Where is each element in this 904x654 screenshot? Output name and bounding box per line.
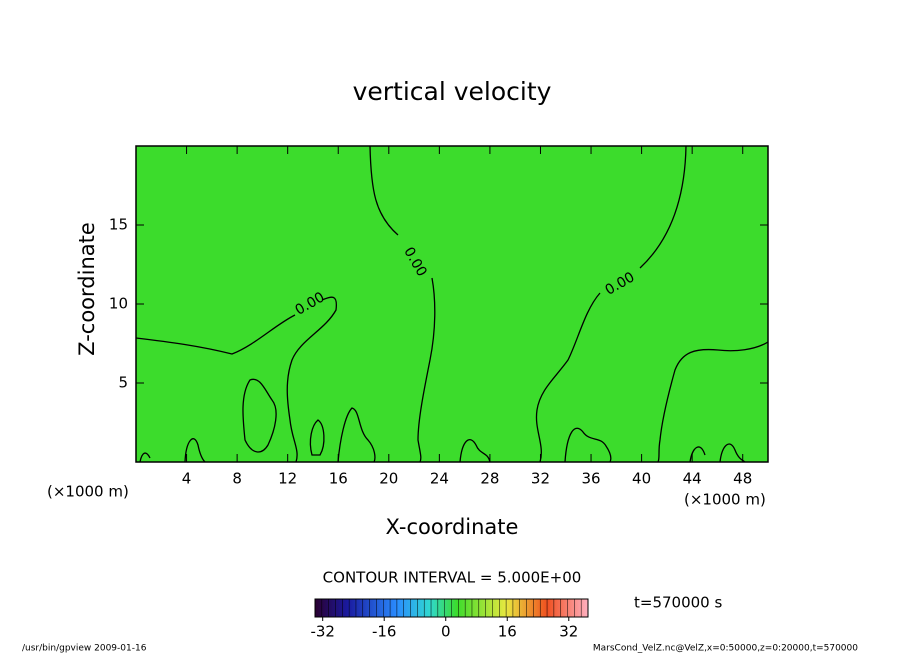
x-unit-label: (×1000 m) xyxy=(47,483,129,501)
x-tick-label: 16 xyxy=(329,470,348,488)
field xyxy=(136,146,768,462)
colorbar-tick-label: 16 xyxy=(498,623,517,641)
contour-line xyxy=(136,296,338,462)
x-tick-label: 4 xyxy=(182,470,192,488)
x-tick-label: 36 xyxy=(581,470,600,488)
x-axis-label: X-coordinate xyxy=(386,515,519,539)
x-tick-label: 44 xyxy=(683,470,702,488)
colorbar-tick-label: 0 xyxy=(441,623,451,641)
x-tick-label: 12 xyxy=(278,470,297,488)
x-tick-label: 24 xyxy=(430,470,449,488)
x-tick-label: 40 xyxy=(632,470,651,488)
y-tick-label: 10 xyxy=(109,295,128,313)
contour-line xyxy=(657,341,768,462)
time-label: t=570000 s xyxy=(634,594,722,612)
x-tick-label: 8 xyxy=(232,470,242,488)
x-tick-label: 20 xyxy=(379,470,398,488)
y-tick-label: 5 xyxy=(118,374,128,392)
chart-title: vertical velocity xyxy=(353,77,552,106)
contour-line xyxy=(309,419,325,456)
contour-line xyxy=(139,427,746,462)
contour-line xyxy=(337,407,376,462)
x-tick-label: 28 xyxy=(480,470,499,488)
x-tick-label: 48 xyxy=(733,470,752,488)
y-axis-label: Z-coordinate xyxy=(75,222,99,356)
footer-left: /usr/bin/gpview 2009-01-16 xyxy=(22,644,147,654)
contour-line xyxy=(242,378,277,453)
contours xyxy=(136,146,768,462)
contour-line xyxy=(369,146,436,462)
y-tick-label: 15 xyxy=(109,216,128,234)
contour-line xyxy=(535,146,687,462)
colorbar-tick-label: -32 xyxy=(310,623,335,641)
footer-right: MarsCond_VelZ.nc@VelZ,x=0:50000,z=0:2000… xyxy=(593,644,858,654)
contour-interval: CONTOUR INTERVAL = 5.000E+00 xyxy=(323,569,582,587)
x-unit-label: (×1000 m) xyxy=(684,491,766,509)
x-tick-label: 32 xyxy=(531,470,550,488)
colorbar-tick-label: -16 xyxy=(372,623,397,641)
colorbar-tick-label: 32 xyxy=(559,623,578,641)
